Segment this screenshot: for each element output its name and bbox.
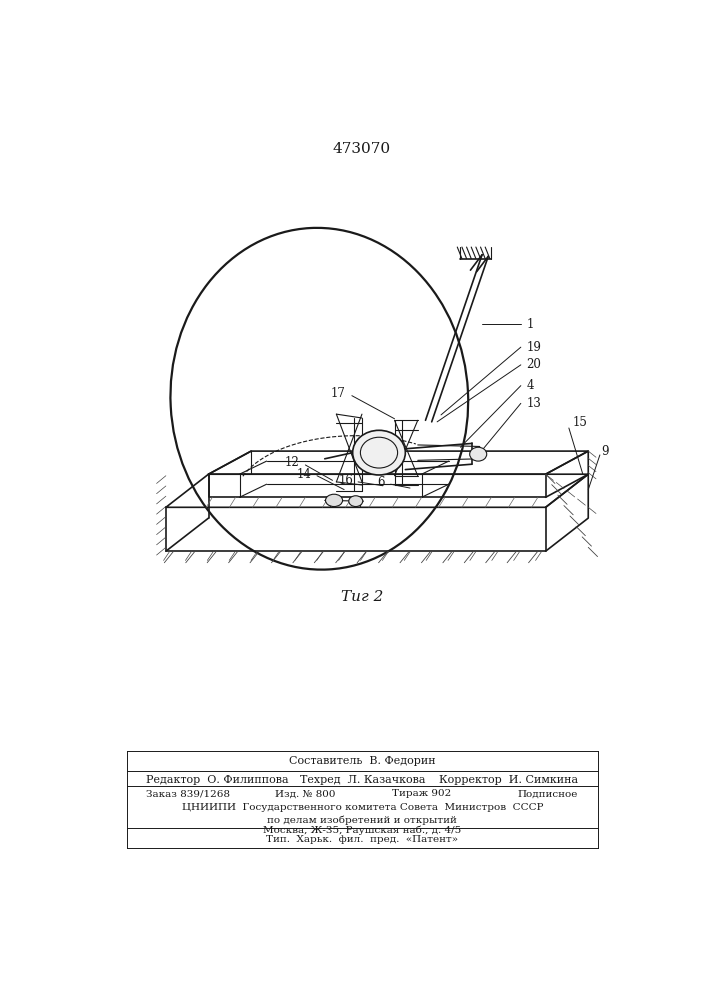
- Ellipse shape: [349, 496, 363, 507]
- Ellipse shape: [325, 494, 343, 507]
- Text: Корректор  И. Симкина: Корректор И. Симкина: [439, 775, 578, 785]
- Ellipse shape: [469, 447, 486, 461]
- Text: 6: 6: [378, 476, 385, 489]
- Text: 9: 9: [602, 445, 609, 458]
- Text: Составитель  В. Федорин: Составитель В. Федорин: [289, 756, 436, 766]
- Text: 4: 4: [526, 379, 534, 392]
- Text: 19: 19: [526, 341, 541, 354]
- Text: 20: 20: [526, 358, 541, 371]
- Text: Подписное: Подписное: [518, 789, 578, 798]
- Text: 1: 1: [526, 318, 534, 331]
- Text: Изд. № 800: Изд. № 800: [275, 789, 336, 798]
- Text: Тираж 902: Тираж 902: [392, 789, 451, 798]
- Text: по делам изобретений и открытий: по делам изобретений и открытий: [267, 815, 457, 825]
- Text: 17: 17: [331, 387, 346, 400]
- Text: 12: 12: [284, 456, 299, 469]
- Text: Заказ 839/1268: Заказ 839/1268: [146, 789, 230, 798]
- Text: Редактор  О. Филиппова: Редактор О. Филиппова: [146, 775, 289, 785]
- Text: 15: 15: [573, 416, 588, 429]
- Text: Τиг 2: Τиг 2: [341, 590, 383, 604]
- Text: 13: 13: [526, 397, 541, 410]
- Text: Тип.  Харьк.  фил.  пред.  «Патент»: Тип. Харьк. фил. пред. «Патент»: [267, 835, 458, 844]
- Text: 473070: 473070: [333, 142, 391, 156]
- Text: ЦНИИПИ  Государственного комитета Совета  Министров  СССР: ЦНИИПИ Государственного комитета Совета …: [182, 803, 543, 812]
- Ellipse shape: [353, 430, 405, 475]
- Text: Москва, Ж-35, Раушская наб., д. 4/5: Москва, Ж-35, Раушская наб., д. 4/5: [263, 826, 462, 835]
- Text: 16: 16: [339, 474, 354, 487]
- Text: 14: 14: [297, 468, 312, 481]
- Text: Техред  Л. Казачкова: Техред Л. Казачкова: [300, 775, 425, 785]
